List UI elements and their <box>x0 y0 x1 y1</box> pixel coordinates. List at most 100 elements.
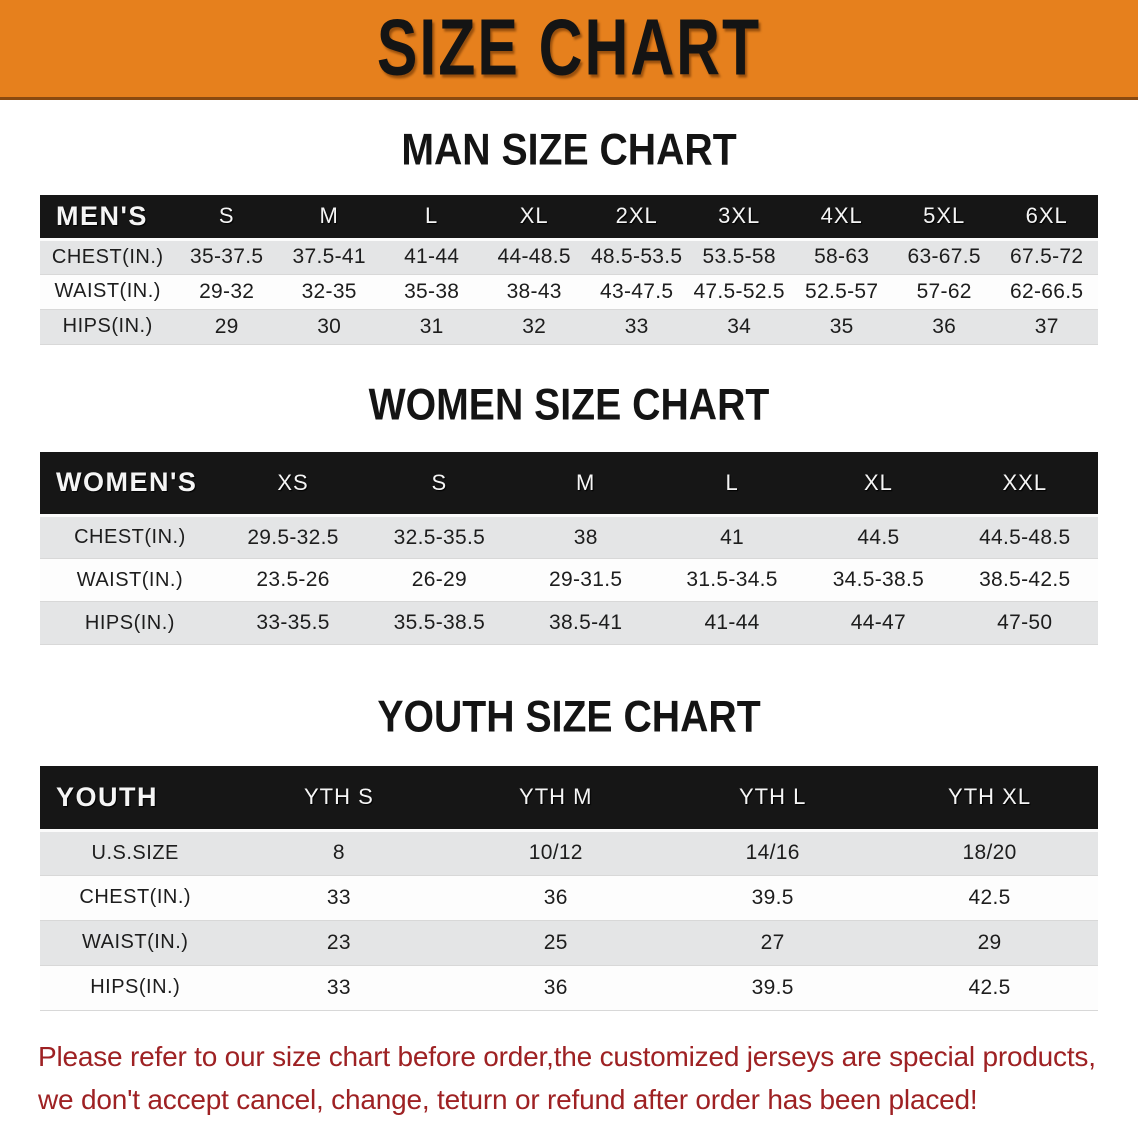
women-size-table: WOMEN'S XS S M L XL XXL CHEST(IN.) 29.5-32.5 32.5… <box>40 451 1098 645</box>
table-row: HIPS(IN.) 33-35.5 35.5-38.5 38.5-41 41-44 44-… <box>40 601 1098 645</box>
measurement-label: HIPS(IN.) <box>40 965 231 1011</box>
size-value: 62-66.5 <box>995 274 1098 310</box>
size-column-header: L <box>380 195 483 241</box>
size-value: 23.5-26 <box>219 558 367 602</box>
size-value: 37.5-41 <box>277 239 381 275</box>
size-value: 41 <box>658 515 806 559</box>
size-column-header: 3XL <box>687 195 791 241</box>
size-chart-sections: MAN SIZE CHART MEN'S S M L XL 2XL 3XL 4XL 5XL 6XL C… <box>0 125 1138 1011</box>
measurement-label: HIPS(IN.) <box>40 601 220 645</box>
size-value: 29.5-32.5 <box>219 515 367 559</box>
size-value: 35.5-38.5 <box>366 601 513 645</box>
size-value: 31.5-34.5 <box>658 558 806 602</box>
size-value: 31 <box>380 309 483 345</box>
size-value: 47-50 <box>951 601 1098 645</box>
section-heading-women: WOMEN SIZE CHART <box>368 379 770 430</box>
table-row: WAIST(IN.) 29-32 32-35 35-38 38-43 43-47.5 47.… <box>40 274 1098 310</box>
size-value: 38.5-42.5 <box>951 558 1098 602</box>
size-value: 38.5-41 <box>512 601 659 645</box>
size-value: 32 <box>482 309 586 345</box>
size-column-header: 6XL <box>995 195 1098 241</box>
size-column-header: YTH S <box>230 766 448 832</box>
women-group-label: WOMEN'S <box>40 451 220 517</box>
size-column-header: XS <box>219 451 367 517</box>
size-value: 38 <box>512 515 659 559</box>
size-value: 34.5-38.5 <box>805 558 952 602</box>
disclaimer-line-1: Please refer to our size chart before or… <box>38 1040 1096 1072</box>
table-header-row: WOMEN'S XS S M L XL XXL <box>40 451 1098 517</box>
size-column-header: 4XL <box>790 195 893 241</box>
measurement-label: HIPS(IN.) <box>40 309 176 345</box>
size-value: 53.5-58 <box>687 239 791 275</box>
size-value: 36 <box>447 965 665 1011</box>
size-value: 36 <box>892 309 996 345</box>
size-value: 18/20 <box>881 830 1098 876</box>
disclaimer-line-2: we don't accept cancel, change, teturn o… <box>38 1083 978 1115</box>
table-row: WAIST(IN.) 23.5-26 26-29 29-31.5 31.5-34.5 34… <box>40 558 1098 602</box>
size-value: 14/16 <box>664 830 882 876</box>
size-value: 35-37.5 <box>175 239 278 275</box>
size-column-header: YTH XL <box>881 766 1098 832</box>
youth-size-table: YOUTH YTH S YTH M YTH L YTH XL U.S.SIZE 8 10/12… <box>40 766 1098 1011</box>
size-column-header: S <box>366 451 513 517</box>
size-value: 35-38 <box>380 274 483 310</box>
men-group-label: MEN'S <box>40 195 176 241</box>
measurement-label: WAIST(IN.) <box>40 274 176 310</box>
size-value: 34 <box>687 309 791 345</box>
size-value: 48.5-53.5 <box>585 239 688 275</box>
table-row: WAIST(IN.) 23 25 27 29 <box>40 920 1098 966</box>
size-value: 29-31.5 <box>512 558 659 602</box>
youth-group-label: YOUTH <box>40 766 231 832</box>
size-value: 44.5-48.5 <box>951 515 1098 559</box>
size-value: 44-47 <box>805 601 952 645</box>
measurement-label: CHEST(IN.) <box>40 239 176 275</box>
size-value: 32-35 <box>277 274 381 310</box>
size-value: 43-47.5 <box>585 274 688 310</box>
size-value: 41-44 <box>380 239 483 275</box>
size-column-header: 5XL <box>892 195 996 241</box>
size-value: 39.5 <box>664 965 882 1011</box>
size-value: 26-29 <box>366 558 513 602</box>
table-row: HIPS(IN.) 33 36 39.5 42.5 <box>40 965 1098 1011</box>
size-column-header: YTH L <box>664 766 882 832</box>
section-heading-men: MAN SIZE CHART <box>401 125 737 175</box>
size-column-header: S <box>175 195 278 241</box>
size-value: 63-67.5 <box>892 239 996 275</box>
size-value: 27 <box>664 920 882 966</box>
size-value: 33-35.5 <box>219 601 367 645</box>
measurement-label: CHEST(IN.) <box>40 515 220 559</box>
size-column-header: 2XL <box>585 195 688 241</box>
table-row: HIPS(IN.) 29 30 31 32 33 34 35 36 37 <box>40 309 1098 345</box>
table-row: CHEST(IN.) 33 36 39.5 42.5 <box>40 875 1098 921</box>
measurement-label: WAIST(IN.) <box>40 920 231 966</box>
size-value: 58-63 <box>790 239 893 275</box>
size-value: 44-48.5 <box>482 239 586 275</box>
disclaimer: Please refer to our size chart before or… <box>38 1035 1100 1122</box>
size-value: 23 <box>230 920 448 966</box>
size-value: 57-62 <box>892 274 996 310</box>
size-value: 38-43 <box>482 274 586 310</box>
size-column-header: M <box>512 451 659 517</box>
measurement-label: CHEST(IN.) <box>40 875 231 921</box>
section-youth: YOUTH SIZE CHART YOUTH YTH S YTH M YTH L YTH … <box>0 692 1138 1011</box>
size-value: 42.5 <box>881 965 1098 1011</box>
size-value: 30 <box>277 309 381 345</box>
size-value: 33 <box>585 309 688 345</box>
page-title: SIZE CHART <box>376 4 762 93</box>
size-value: 32.5-35.5 <box>366 515 513 559</box>
size-value: 36 <box>447 875 665 921</box>
size-value: 42.5 <box>881 875 1098 921</box>
size-value: 39.5 <box>664 875 882 921</box>
size-value: 44.5 <box>805 515 952 559</box>
table-row: U.S.SIZE 8 10/12 14/16 18/20 <box>40 830 1098 876</box>
size-value: 29 <box>881 920 1098 966</box>
measurement-label: WAIST(IN.) <box>40 558 220 602</box>
size-value: 33 <box>230 965 448 1011</box>
size-value: 67.5-72 <box>995 239 1098 275</box>
size-value: 33 <box>230 875 448 921</box>
size-column-header: YTH M <box>447 766 665 832</box>
size-value: 35 <box>790 309 893 345</box>
size-value: 29 <box>175 309 278 345</box>
size-value: 37 <box>995 309 1098 345</box>
size-value: 10/12 <box>447 830 665 876</box>
